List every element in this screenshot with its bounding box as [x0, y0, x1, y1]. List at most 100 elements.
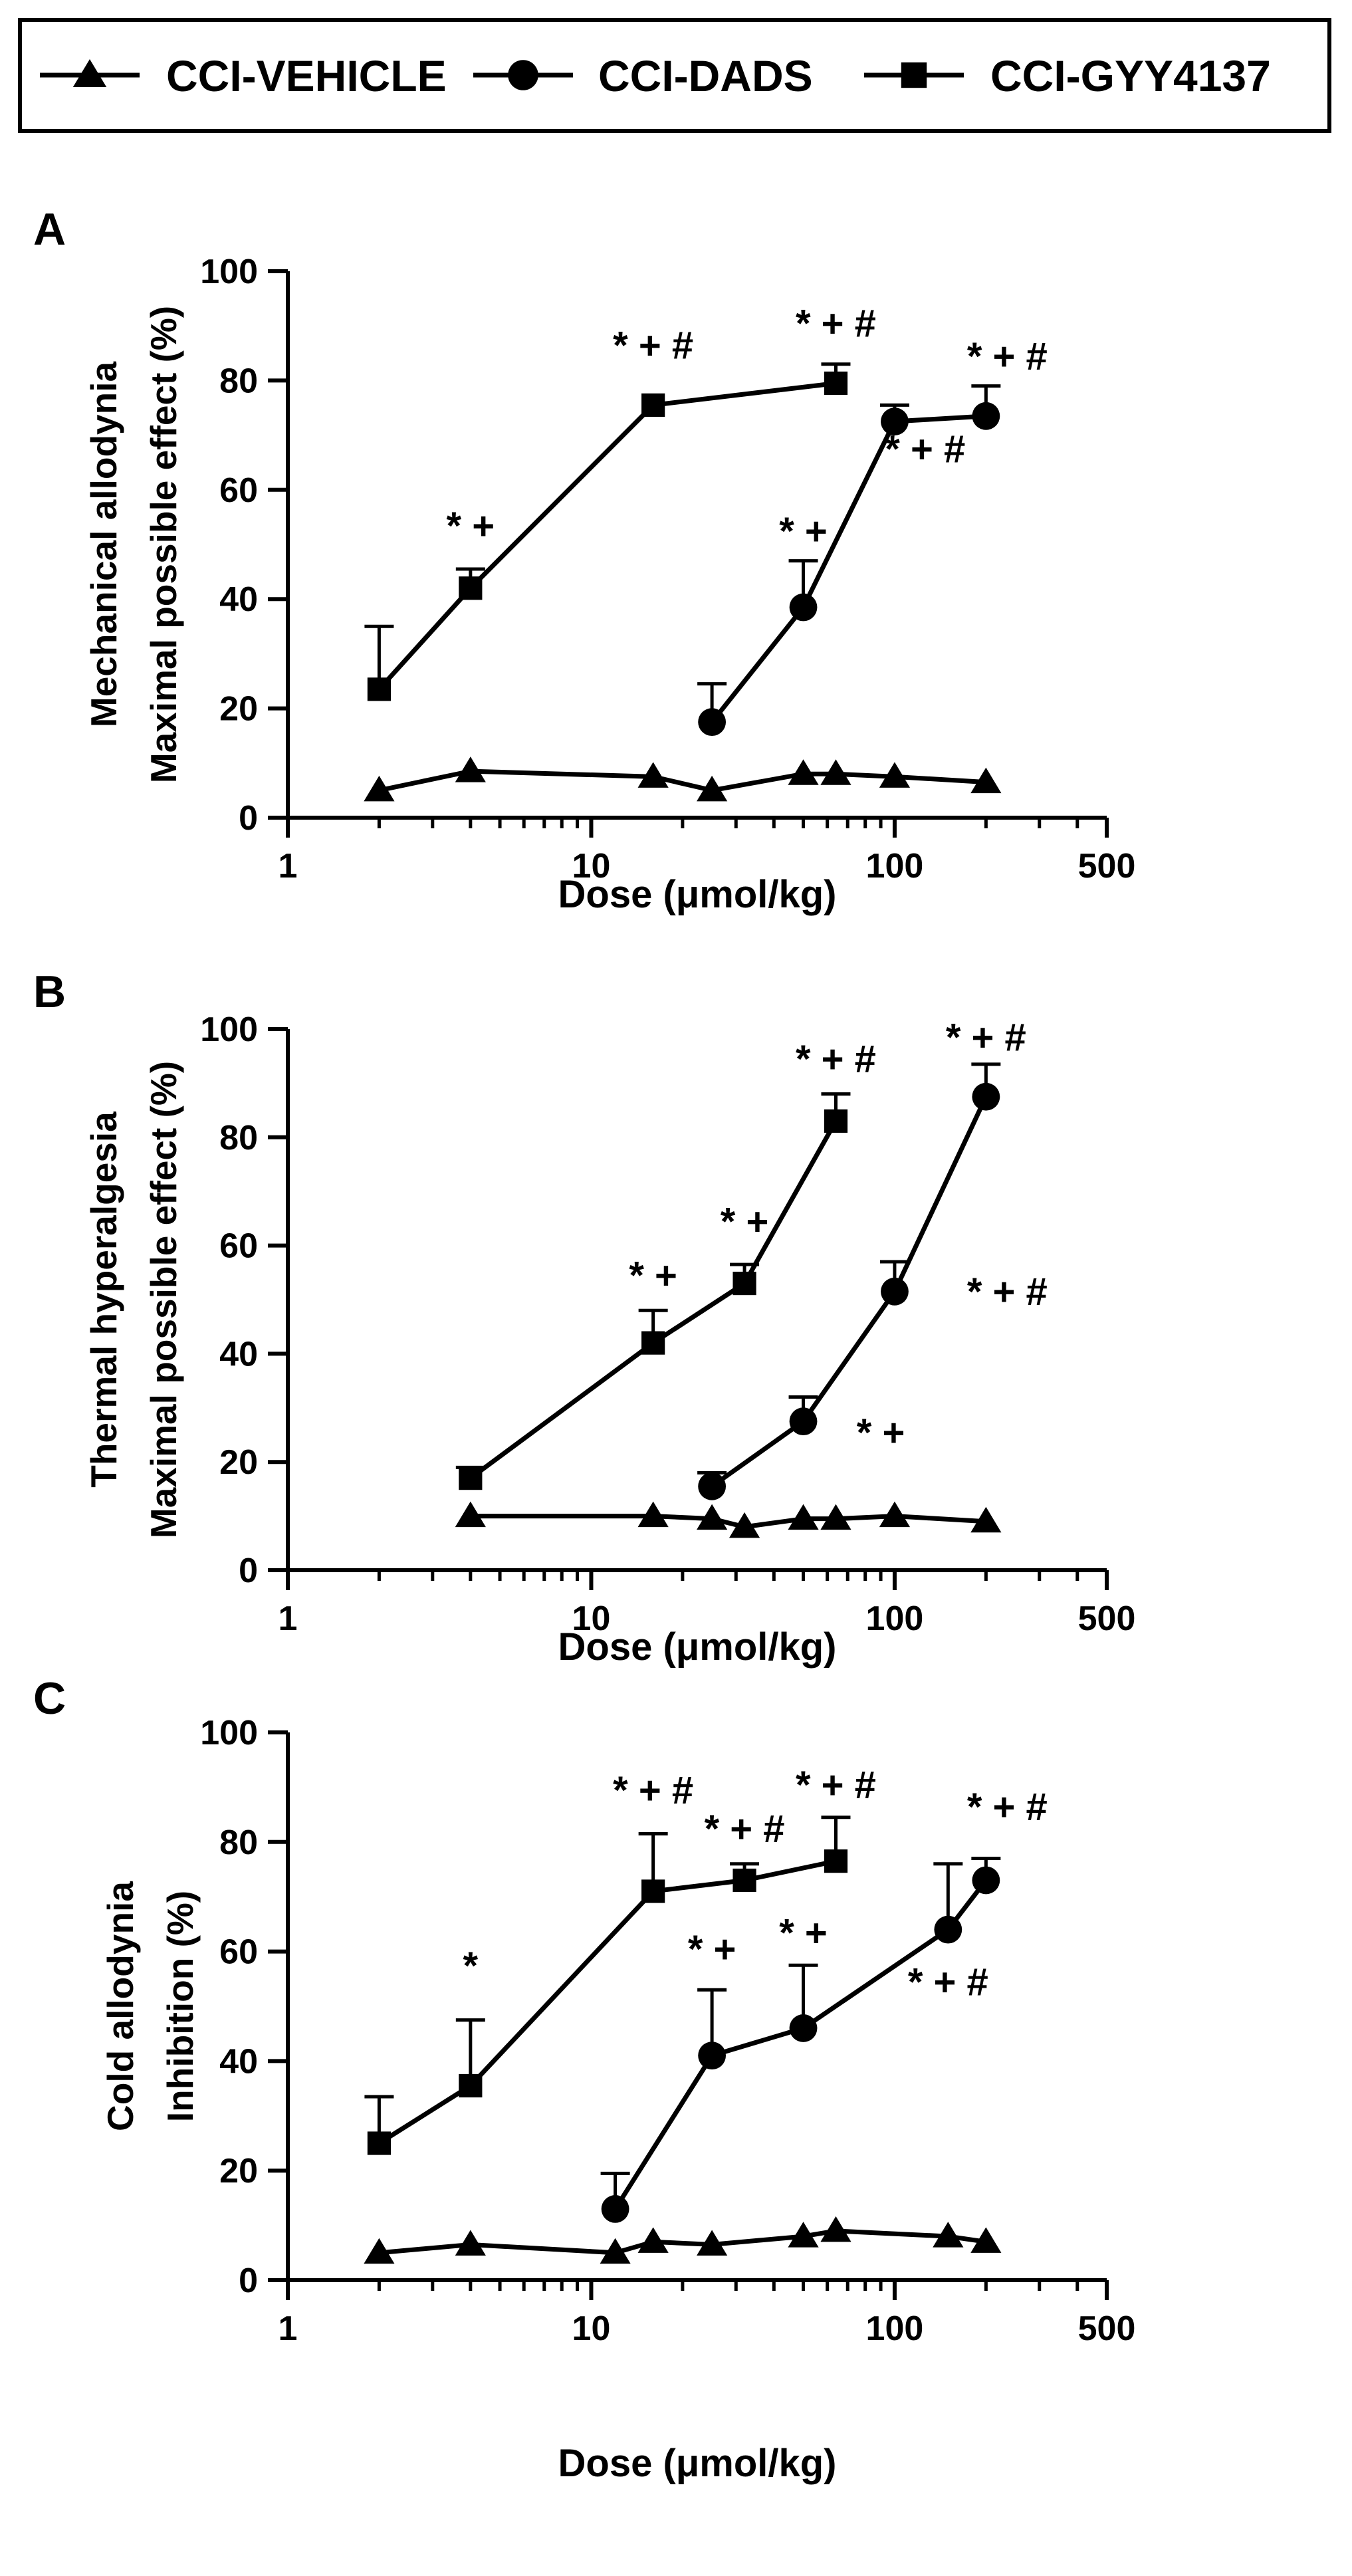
data-point-triangle: [455, 1501, 486, 1528]
series-cci-dads: [697, 384, 1001, 737]
y-tick-label: 40: [219, 1335, 258, 1373]
data-point-circle: [881, 1277, 909, 1306]
y-axis-label-line2: Maximal possible effect (%): [143, 1061, 184, 1538]
data-point-triangle: [788, 2222, 819, 2248]
data-point-circle: [972, 402, 1000, 430]
series-cci-vehicle: [364, 757, 1002, 802]
legend-label: CCI-DADS: [598, 51, 813, 100]
x-tick-label: 10: [572, 1599, 611, 1638]
significance-annotation: * +: [857, 1411, 905, 1455]
x-tick-label: 500: [1078, 847, 1136, 885]
data-point-triangle: [879, 1501, 911, 1528]
x-axis-label: Dose (μmol/kg): [558, 2442, 837, 2485]
x-tick-label: 100: [866, 2309, 924, 2348]
y-tick-label: 60: [219, 1933, 258, 1972]
legend-marker-triangle: [72, 59, 107, 87]
series-line: [378, 768, 986, 793]
y-tick-label: 40: [219, 580, 258, 619]
data-point-square: [824, 1849, 848, 1873]
legend-marker-square: [901, 62, 927, 88]
y-axis-label-line2: Maximal possible effect (%): [143, 306, 184, 783]
x-tick-label: 500: [1078, 1599, 1136, 1638]
data-point-circle: [789, 593, 818, 622]
data-point-square: [824, 371, 848, 396]
series-cci-vehicle: [364, 2216, 1002, 2264]
y-axis-label-line1: Thermal hyperalgesia: [83, 1112, 124, 1488]
data-point-square: [459, 1466, 483, 1490]
series-cci-gyy4137: [455, 1092, 851, 1490]
data-point-triangle: [600, 2238, 631, 2264]
data-point-circle: [789, 2014, 818, 2042]
y-axis-label-line1: Mechanical allodynia: [83, 362, 124, 728]
series-line: [378, 1859, 837, 2145]
significance-annotation: * + #: [908, 1961, 988, 2004]
data-point-triangle: [820, 1504, 851, 1530]
data-point-circle: [934, 1915, 962, 1944]
significance-annotation: * + #: [967, 1270, 1048, 1314]
significance-annotation: * + #: [613, 1769, 693, 1812]
series-cci-gyy4137: [364, 362, 851, 701]
data-point-square: [732, 1868, 756, 1893]
data-point-circle: [972, 1082, 1000, 1111]
series-line: [710, 413, 986, 724]
x-axis-label: Dose (μmol/kg): [558, 1625, 837, 1669]
data-point-square: [367, 2131, 392, 2155]
data-point-triangle: [879, 762, 911, 788]
significance-annotation: * +: [721, 1200, 769, 1243]
data-point-triangle: [364, 775, 395, 802]
x-tick-label: 500: [1078, 2309, 1136, 2348]
y-tick-label: 100: [200, 1010, 258, 1049]
y-tick-label: 60: [219, 1227, 258, 1266]
y-tick-label: 80: [219, 1119, 258, 1157]
significance-annotation: * +: [629, 1254, 677, 1298]
legend: CCI-VEHICLE CCI-DADS CCI-GYY4137: [18, 18, 1331, 133]
legend-entry: CCI-DADS: [473, 51, 813, 100]
data-point-triangle: [637, 1501, 669, 1528]
y-tick-label: 0: [239, 1552, 258, 1590]
y-tick-label: 80: [219, 362, 258, 400]
significance-annotation: * + #: [967, 1786, 1048, 1829]
y-tick-label: 20: [219, 2152, 258, 2190]
data-point-triangle: [970, 1506, 1002, 1533]
x-tick-label: 100: [866, 847, 924, 885]
panel-a: A 0 20 40 60 80 100 1 10 100 500 Dose (μmol/kg) Mech…: [33, 204, 1135, 916]
data-point-triangle: [970, 2227, 1002, 2253]
y-axis-label-line2: Inhibition (%): [160, 1891, 201, 2122]
series-line: [469, 1119, 838, 1480]
significance-annotation: * + #: [967, 335, 1048, 378]
data-point-triangle: [697, 775, 728, 802]
panel-letter: A: [33, 204, 66, 255]
panel-c: C 0 20 40 60 80 100 1 10 100 500 Dose (μmol/kg) Cold…: [33, 1673, 1135, 2485]
significance-annotation: * + #: [796, 302, 876, 346]
significance-annotation: * +: [688, 1928, 736, 1971]
data-point-triangle: [820, 759, 851, 785]
significance-annotation: *: [463, 1944, 479, 1988]
significance-annotation: * + #: [613, 324, 693, 368]
y-tick-label: 20: [219, 1443, 258, 1482]
data-point-square: [367, 677, 392, 701]
data-point-square: [459, 576, 483, 600]
series-cci-dads: [600, 1857, 1001, 2223]
data-point-circle: [601, 2194, 629, 2223]
data-point-square: [641, 1331, 665, 1355]
x-tick-label: 1: [279, 847, 298, 885]
data-point-circle: [972, 1866, 1000, 1895]
data-point-triangle: [788, 1504, 819, 1530]
series-cci-vehicle: [455, 1501, 1002, 1538]
data-point-triangle: [788, 759, 819, 785]
significance-annotation: * +: [779, 510, 828, 553]
data-point-triangle: [933, 2222, 964, 2248]
data-point-square: [824, 1109, 848, 1133]
data-point-circle: [698, 2042, 727, 2070]
x-tick-label: 1: [279, 2309, 298, 2348]
data-point-triangle: [637, 2227, 669, 2253]
data-point-triangle: [729, 1512, 760, 1538]
data-point-triangle: [455, 757, 486, 782]
data-point-square: [641, 1879, 665, 1903]
data-point-triangle: [637, 762, 669, 788]
legend-box: [18, 18, 1331, 133]
data-point-circle: [789, 1407, 818, 1436]
y-tick-label: 0: [239, 799, 258, 838]
